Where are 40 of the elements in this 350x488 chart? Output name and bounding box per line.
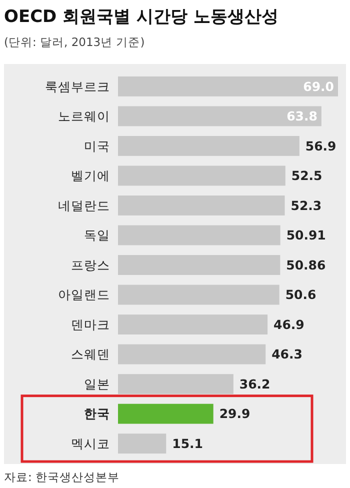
- text: 자료: 한국생산성본부: [4, 470, 120, 484]
- bar: [118, 344, 266, 364]
- bar: [118, 196, 285, 216]
- y-tick-label: 네덜란드: [58, 198, 110, 213]
- y-tick-label: 노르웨이: [58, 108, 110, 124]
- bar: [118, 225, 280, 246]
- data-label: 56.9: [305, 138, 336, 154]
- data-label: 15.1: [172, 436, 203, 451]
- bar: [118, 106, 322, 126]
- data-label: 46.3: [272, 346, 302, 362]
- y-tick-label: 아일랜드: [58, 287, 110, 302]
- data-label: 36.2: [239, 376, 270, 392]
- data-label: 29.9: [219, 406, 250, 422]
- y-tick-label: 룩셈부르크: [45, 78, 110, 94]
- y-tick-label: 독일: [84, 228, 110, 243]
- y-tick-label: 한국: [84, 406, 110, 422]
- y-tick-label: 벨기에: [71, 168, 110, 184]
- y-tick-label: 멕시코: [71, 436, 110, 451]
- bar: [118, 284, 280, 305]
- bar: [118, 314, 268, 334]
- bar: [118, 404, 214, 424]
- data-label: 46.9: [274, 316, 304, 332]
- bar: [118, 255, 280, 275]
- y-tick-label: 스웨덴: [71, 346, 110, 362]
- data-label: 50.86: [286, 257, 326, 272]
- y-tick-label: 프랑스: [71, 257, 110, 272]
- bar: [118, 136, 300, 156]
- data-label: 52.3: [290, 198, 322, 213]
- chart-subtitle: (단위: 달러, 2013년 기준): [4, 35, 145, 49]
- bar: [118, 76, 338, 96]
- data-label: 50.6: [285, 287, 316, 302]
- y-tick-label: 일본: [84, 376, 110, 392]
- data-label: 50.91: [286, 228, 326, 243]
- y-tick-label: 덴마크: [71, 316, 110, 332]
- data-label: 52.5: [291, 168, 322, 184]
- bar: [118, 374, 234, 394]
- bar: [118, 434, 166, 454]
- y-tick-label: 미국: [84, 138, 110, 154]
- bar: [118, 166, 286, 186]
- chart-title: OECD 회원국별 시간당 노동생산성: [4, 7, 278, 27]
